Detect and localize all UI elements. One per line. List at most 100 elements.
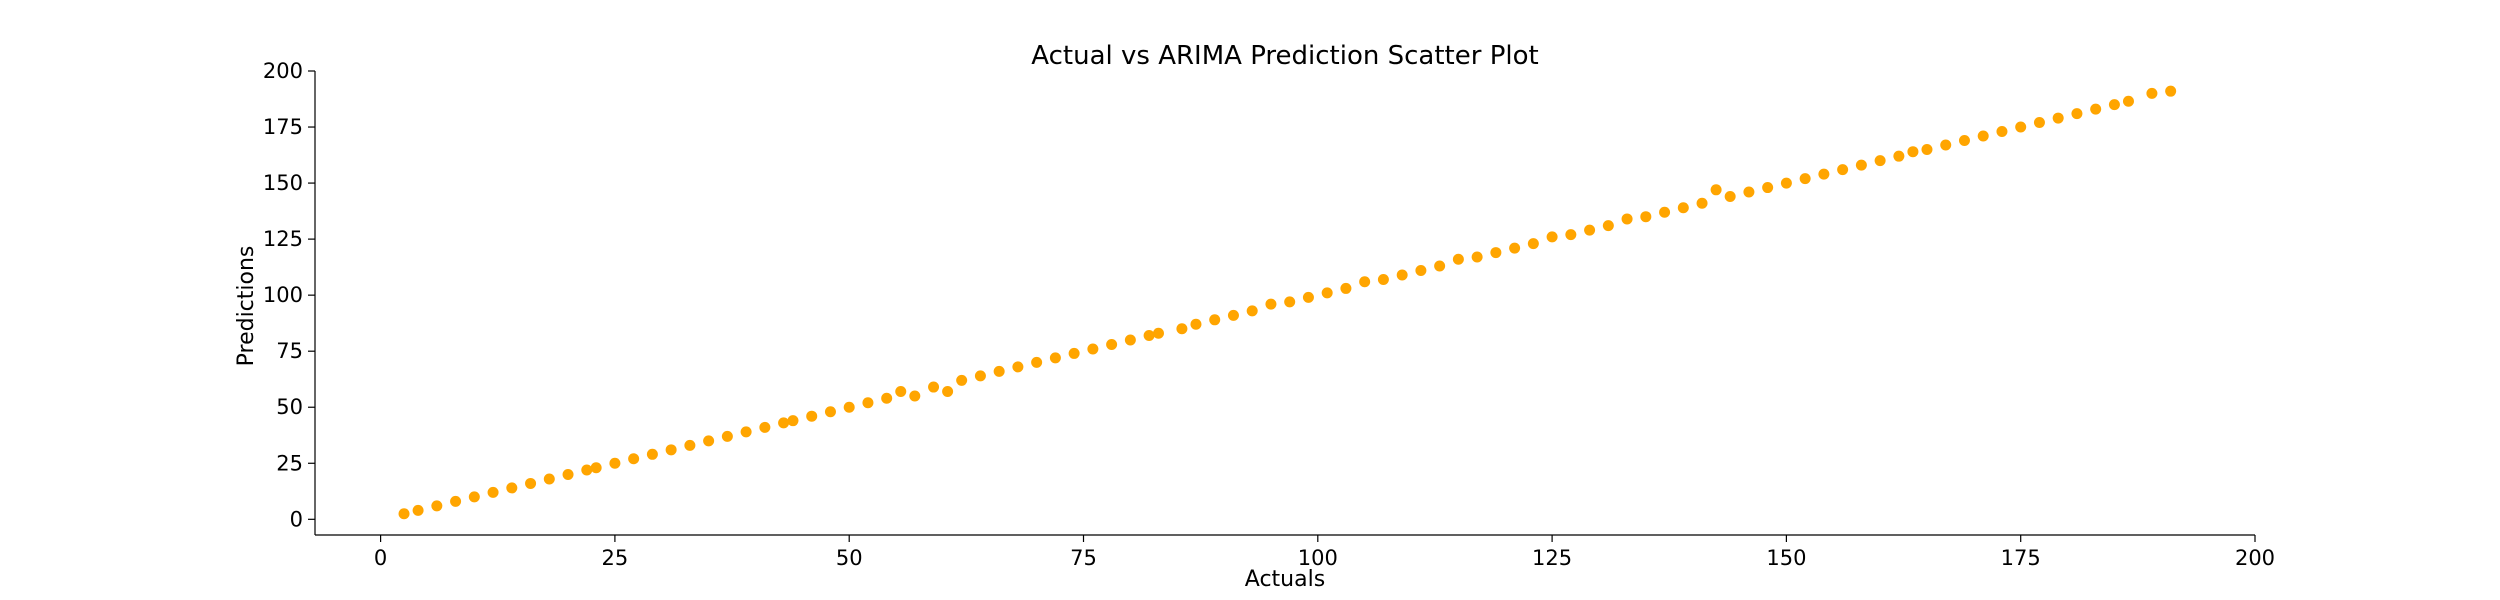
data-point (646, 448, 658, 460)
data-point (2015, 121, 2027, 133)
data-point (487, 486, 499, 498)
x-tick-label: 200 (2235, 546, 2275, 570)
data-point (895, 386, 907, 398)
data-point (2090, 103, 2102, 115)
x-tick-label: 75 (1070, 546, 1097, 570)
data-point (1340, 282, 1352, 294)
y-tick-label: 50 (276, 395, 303, 419)
data-point (1874, 155, 1886, 167)
data-point (1471, 251, 1483, 263)
y-tick-label: 150 (263, 171, 303, 195)
data-point (1490, 247, 1502, 259)
data-point (1565, 229, 1577, 241)
data-point (1415, 264, 1427, 276)
data-point (862, 397, 874, 409)
data-point (506, 482, 518, 494)
data-point (1176, 323, 1188, 335)
x-tick-label: 125 (1532, 546, 1572, 570)
data-point (806, 410, 818, 422)
data-point (1087, 343, 1099, 355)
data-point (562, 468, 574, 480)
data-point (1921, 143, 1933, 155)
data-point (1209, 314, 1221, 326)
data-point (1124, 334, 1136, 346)
data-point (1359, 276, 1371, 288)
data-point (1068, 347, 1080, 359)
data-point (1977, 130, 1989, 142)
y-tick-label: 125 (263, 227, 303, 251)
data-points (398, 85, 2177, 520)
data-point (1377, 273, 1389, 285)
y-tick-label: 100 (263, 283, 303, 307)
data-point (1302, 291, 1314, 303)
data-point (1696, 197, 1708, 209)
y-axis-ticks: 0 25 50 75 100 125 150 175 200 (263, 59, 315, 531)
data-point (881, 392, 893, 404)
data-point (1509, 242, 1521, 254)
data-point (1837, 164, 1849, 176)
data-point (412, 504, 424, 516)
data-point (942, 386, 954, 398)
data-point (1602, 220, 1614, 232)
x-axis-ticks: 0 25 50 75 100 125 150 175 200 (374, 535, 2275, 570)
data-point (759, 421, 771, 433)
y-tick-label: 175 (263, 115, 303, 139)
data-point (1106, 338, 1118, 350)
data-point (1893, 150, 1905, 162)
data-point (450, 495, 462, 507)
data-point (590, 462, 602, 474)
data-point (1762, 182, 1774, 194)
data-point (2146, 87, 2158, 99)
data-point (993, 365, 1005, 377)
data-point (1049, 352, 1061, 364)
data-point (1434, 260, 1446, 272)
data-point (956, 374, 968, 386)
data-point (1152, 327, 1164, 339)
data-point (1799, 173, 1811, 185)
data-point (778, 417, 790, 429)
data-point (2108, 99, 2120, 111)
data-point (1190, 318, 1202, 330)
data-point (1031, 356, 1043, 368)
data-point (1780, 177, 1792, 189)
data-point (740, 426, 752, 438)
x-axis-label: Actuals (1245, 567, 1325, 592)
data-point (1724, 191, 1736, 203)
data-point (1907, 146, 1919, 158)
data-point (1818, 168, 1830, 180)
x-tick-label: 50 (836, 546, 863, 570)
data-point (1396, 269, 1408, 281)
data-point (1012, 361, 1024, 373)
data-point (628, 453, 640, 465)
data-point (1958, 134, 1970, 146)
data-point (543, 473, 555, 485)
data-point (665, 444, 677, 456)
data-point (1284, 296, 1296, 308)
data-point (1227, 309, 1239, 321)
data-point (1855, 159, 1867, 171)
data-point (2122, 95, 2134, 107)
data-point (398, 508, 410, 520)
data-point (684, 439, 696, 451)
data-point (1640, 211, 1652, 223)
data-point (581, 464, 593, 476)
data-point (1940, 139, 1952, 151)
data-point (525, 477, 537, 489)
x-tick-label: 25 (602, 546, 629, 570)
x-tick-label: 100 (1298, 546, 1338, 570)
data-point (2052, 112, 2064, 124)
data-point (909, 390, 921, 402)
x-tick-label: 0 (374, 546, 387, 570)
data-point (1546, 231, 1558, 243)
data-point (703, 435, 715, 447)
data-point (1246, 305, 1258, 317)
data-point (1265, 298, 1277, 310)
x-tick-label: 175 (2001, 546, 2041, 570)
data-point (928, 381, 940, 393)
y-tick-label: 25 (276, 451, 303, 475)
data-point (824, 406, 836, 418)
x-tick-label: 150 (1766, 546, 1806, 570)
data-point (2033, 117, 2045, 129)
data-point (974, 370, 986, 382)
y-axis-label: Predictions (234, 246, 259, 367)
